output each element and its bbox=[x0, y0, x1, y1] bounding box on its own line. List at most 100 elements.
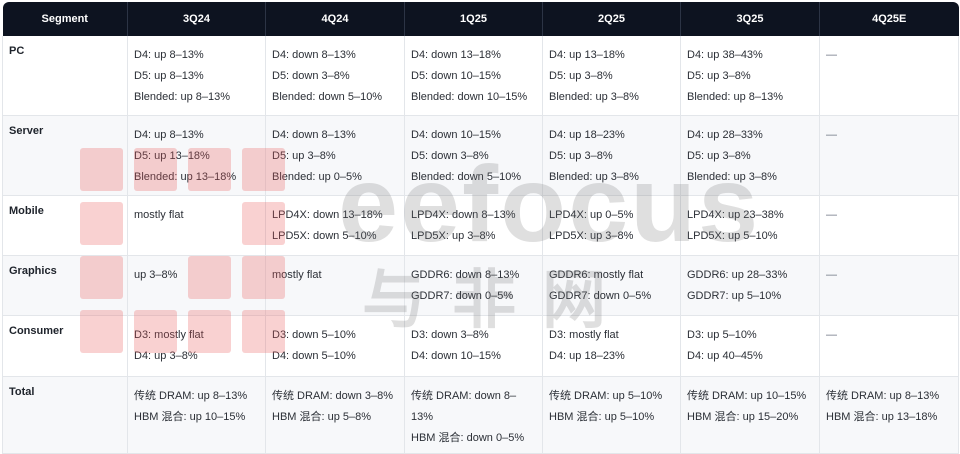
cell-line: D4: up 13–18% bbox=[549, 49, 625, 61]
cell-line: HBM 混合: up 15–20% bbox=[687, 411, 799, 423]
segment-label: Server bbox=[2, 115, 128, 196]
cell-line: Blended: up 13–18% bbox=[134, 171, 237, 183]
empty-dash: — bbox=[826, 269, 837, 281]
cell-line: GDDR6: up 28–33% bbox=[687, 269, 788, 281]
cell-line: up 3–8% bbox=[134, 269, 178, 281]
header-3q24: 3Q24 bbox=[127, 2, 266, 36]
cell-line: 传统 DRAM: up 10–15% bbox=[687, 390, 807, 402]
cell-line: D4: up 8–13% bbox=[134, 49, 204, 61]
table-cell: 传统 DRAM: up 5–10% HBM 混合: up 5–10% bbox=[542, 376, 681, 454]
table-cell: LPD4X: up 0–5% LPD5X: up 3–8% bbox=[542, 195, 681, 256]
table-cell: D3: down 3–8% D4: down 10–15% bbox=[404, 315, 543, 377]
cell-line: D4: down 8–13% bbox=[272, 129, 356, 141]
table-row: Server D4: up 8–13% D5: up 13–18% Blended: … bbox=[2, 115, 959, 196]
cell-line: LPD4X: up 0–5% bbox=[549, 209, 634, 221]
cell-line: 传统 DRAM: up 5–10% bbox=[549, 390, 663, 402]
cell-line: HBM 混合: down 0–5% bbox=[411, 432, 525, 444]
cell-line: D4: down 5–10% bbox=[272, 350, 356, 362]
cell-line: Blended: up 0–5% bbox=[272, 171, 362, 183]
cell-line: GDDR7: down 0–5% bbox=[549, 290, 652, 302]
table-row: Consumer D3: mostly flat D4: up 3–8% D3: do… bbox=[2, 315, 959, 377]
table-cell: D4: down 13–18% D5: down 10–15% Blended: d… bbox=[404, 36, 543, 116]
table-cell: D4: up 28–33% D5: up 3–8% Blended: up 3–8% bbox=[680, 115, 820, 196]
cell-line: D4: down 8–13% bbox=[272, 49, 356, 61]
cell-line: Blended: up 3–8% bbox=[549, 171, 639, 183]
table-cell: 传统 DRAM: down 8–13% HBM 混合: down 0–5% bbox=[404, 376, 543, 454]
cell-line: Blended: down 5–10% bbox=[272, 91, 383, 103]
empty-dash: — bbox=[826, 129, 837, 141]
table-cell: GDDR6: down 8–13% GDDR7: down 0–5% bbox=[404, 255, 543, 316]
cell-line: LPD5X: up 3–8% bbox=[549, 230, 634, 242]
cell-line: LPD4X: up 23–38% bbox=[687, 209, 784, 221]
table-cell: D3: mostly flat D4: up 3–8% bbox=[127, 315, 266, 377]
empty-dash: — bbox=[826, 49, 837, 61]
table-header-row: Segment 3Q24 4Q24 1Q25 2Q25 3Q25 4Q25E bbox=[2, 2, 959, 36]
cell-line: Blended: down 10–15% bbox=[411, 91, 528, 103]
table-cell: LPD4X: up 23–38% LPD5X: up 5–10% bbox=[680, 195, 820, 256]
cell-line: D4: up 28–33% bbox=[687, 129, 763, 141]
cell-line: LPD5X: up 3–8% bbox=[411, 230, 496, 242]
table-cell: mostly flat bbox=[265, 255, 405, 316]
table-cell: D4: up 13–18% D5: up 3–8% Blended: up 3–8% bbox=[542, 36, 681, 116]
cell-line: D4: down 10–15% bbox=[411, 129, 501, 141]
table-cell: 传统 DRAM: up 8–13% HBM 混合: up 10–15% bbox=[127, 376, 266, 454]
cell-line: GDDR6: mostly flat bbox=[549, 269, 644, 281]
table-cell: D4: up 8–13% D5: up 13–18% Blended: up 13–… bbox=[127, 115, 266, 196]
cell-line: D3: down 5–10% bbox=[272, 329, 356, 341]
table-cell: LPD4X: down 8–13% LPD5X: up 3–8% bbox=[404, 195, 543, 256]
table-cell: D4: up 18–23% D5: up 3–8% Blended: up 3–8% bbox=[542, 115, 681, 196]
cell-line: GDDR7: down 0–5% bbox=[411, 290, 514, 302]
table-cell: — bbox=[819, 195, 959, 256]
segment-label: PC bbox=[2, 36, 128, 116]
table-row: Graphics up 3–8% mostly flat GDDR6: down 8–… bbox=[2, 255, 959, 316]
table-cell: mostly flat bbox=[127, 195, 266, 256]
table-cell: up 3–8% bbox=[127, 255, 266, 316]
segment-label: Mobile bbox=[2, 195, 128, 256]
cell-line: 传统 DRAM: up 8–13% bbox=[134, 390, 248, 402]
cell-line: D5: up 3–8% bbox=[272, 150, 336, 162]
cell-line: D4: up 18–23% bbox=[549, 129, 625, 141]
cell-line: Blended: up 8–13% bbox=[134, 91, 231, 103]
table-cell: 传统 DRAM: up 8–13% HBM 混合: up 13–18% bbox=[819, 376, 959, 454]
table-cell: D4: down 10–15% D5: down 3–8% Blended: dow… bbox=[404, 115, 543, 196]
cell-line: D3: down 3–8% bbox=[411, 329, 489, 341]
cell-line: 传统 DRAM: down 8–13% bbox=[411, 390, 517, 423]
cell-line: D4: up 38–43% bbox=[687, 49, 763, 61]
cell-line: LPD5X: down 5–10% bbox=[272, 230, 377, 242]
table-cell: D4: up 38–43% D5: up 3–8% Blended: up 8–13… bbox=[680, 36, 820, 116]
cell-line: D4: down 10–15% bbox=[411, 350, 501, 362]
table-cell: D3: up 5–10% D4: up 40–45% bbox=[680, 315, 820, 377]
table-cell: 传统 DRAM: up 10–15% HBM 混合: up 15–20% bbox=[680, 376, 820, 454]
empty-dash: — bbox=[826, 209, 837, 221]
cell-line: D3: mostly flat bbox=[134, 329, 204, 341]
cell-line: D4: down 13–18% bbox=[411, 49, 501, 61]
cell-line: Blended: down 5–10% bbox=[411, 171, 522, 183]
segment-label: Total bbox=[2, 376, 128, 454]
cell-line: D4: up 3–8% bbox=[134, 350, 198, 362]
cell-line: D5: down 10–15% bbox=[411, 70, 501, 82]
cell-line: Blended: up 3–8% bbox=[549, 91, 639, 103]
header-segment: Segment bbox=[2, 2, 128, 36]
empty-dash: — bbox=[826, 329, 837, 341]
table-cell: — bbox=[819, 255, 959, 316]
cell-line: 传统 DRAM: up 8–13% bbox=[826, 390, 940, 402]
cell-line: HBM 混合: up 5–10% bbox=[549, 411, 655, 423]
cell-line: Blended: up 8–13% bbox=[687, 91, 784, 103]
header-3q25: 3Q25 bbox=[680, 2, 820, 36]
segment-label: Consumer bbox=[2, 315, 128, 377]
table-cell: 传统 DRAM: down 3–8% HBM 混合: up 5–8% bbox=[265, 376, 405, 454]
cell-line: HBM 混合: up 13–18% bbox=[826, 411, 938, 423]
table-cell: D4: down 8–13% D5: up 3–8% Blended: up 0–5… bbox=[265, 115, 405, 196]
cell-line: LPD4X: down 13–18% bbox=[272, 209, 383, 221]
header-4q24: 4Q24 bbox=[265, 2, 405, 36]
segment-label: Graphics bbox=[2, 255, 128, 316]
cell-line: D4: up 8–13% bbox=[134, 129, 204, 141]
table-cell: D4: up 8–13% D5: up 8–13% Blended: up 8–13… bbox=[127, 36, 266, 116]
table-cell: D3: mostly flat D4: up 18–23% bbox=[542, 315, 681, 377]
header-2q25: 2Q25 bbox=[542, 2, 681, 36]
cell-line: HBM 混合: up 5–8% bbox=[272, 411, 372, 423]
table-row: Mobile mostly flat LPD4X: down 13–18% LPD5X… bbox=[2, 195, 959, 256]
table-cell: D3: down 5–10% D4: down 5–10% bbox=[265, 315, 405, 377]
